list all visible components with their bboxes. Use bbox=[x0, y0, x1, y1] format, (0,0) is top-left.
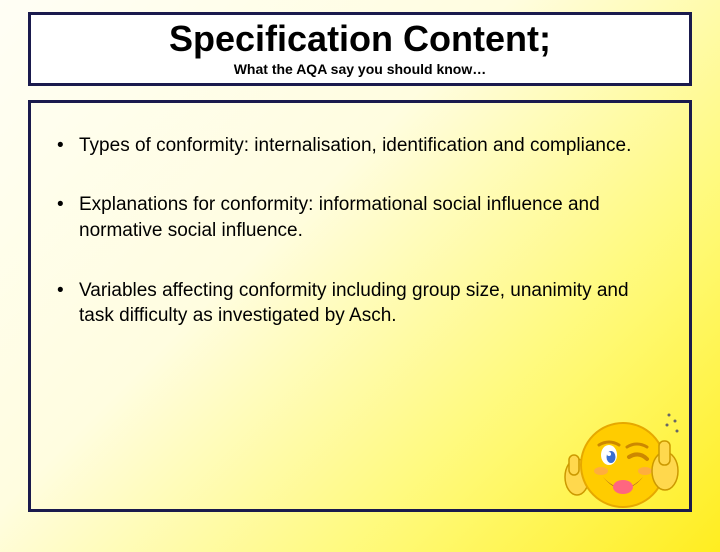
list-item: Variables affecting conformity including… bbox=[53, 278, 667, 329]
title-sub: What the AQA say you should know… bbox=[41, 61, 679, 77]
content-box: Types of conformity: internalisation, id… bbox=[28, 100, 692, 512]
list-item: Explanations for conformity: information… bbox=[53, 192, 667, 243]
winking-smiley-icon bbox=[561, 407, 681, 517]
list-item: Types of conformity: internalisation, id… bbox=[53, 133, 667, 159]
title-box: Specification Content; What the AQA say … bbox=[28, 12, 692, 86]
bullet-list: Types of conformity: internalisation, id… bbox=[53, 133, 667, 329]
title-main: Specification Content; bbox=[41, 19, 679, 59]
